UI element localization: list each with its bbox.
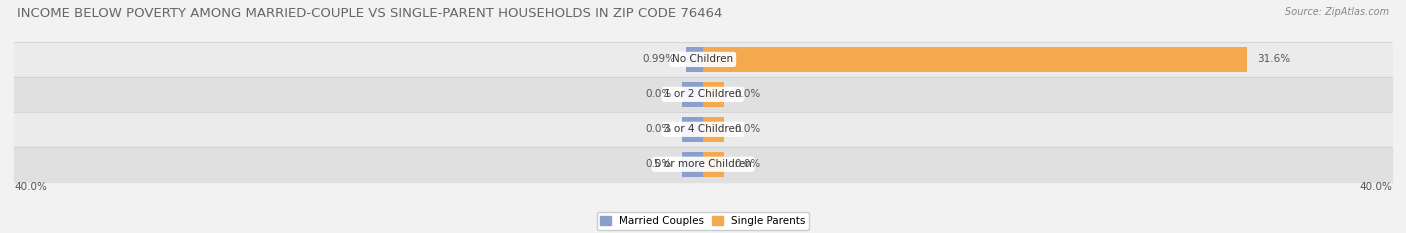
Bar: [682, 152, 703, 177]
Bar: [686, 47, 703, 72]
Text: 0.0%: 0.0%: [645, 124, 672, 134]
Bar: [703, 152, 724, 177]
Text: 40.0%: 40.0%: [1360, 182, 1392, 192]
Bar: [14, 147, 1392, 182]
Bar: [682, 117, 703, 142]
Bar: [703, 82, 724, 107]
Text: 0.0%: 0.0%: [734, 159, 761, 169]
Text: 0.99%: 0.99%: [643, 55, 676, 64]
Text: 0.0%: 0.0%: [645, 89, 672, 99]
Text: No Children: No Children: [672, 55, 734, 64]
Bar: [703, 117, 724, 142]
Bar: [14, 112, 1392, 147]
Text: 1 or 2 Children: 1 or 2 Children: [664, 89, 742, 99]
Text: 31.6%: 31.6%: [1257, 55, 1291, 64]
Bar: [682, 82, 703, 107]
Text: 0.0%: 0.0%: [645, 159, 672, 169]
Text: 0.0%: 0.0%: [734, 89, 761, 99]
Text: Source: ZipAtlas.com: Source: ZipAtlas.com: [1285, 7, 1389, 17]
Text: 40.0%: 40.0%: [14, 182, 46, 192]
Bar: [14, 77, 1392, 112]
Legend: Married Couples, Single Parents: Married Couples, Single Parents: [596, 212, 810, 230]
Bar: [703, 47, 1247, 72]
Text: 5 or more Children: 5 or more Children: [654, 159, 752, 169]
Text: INCOME BELOW POVERTY AMONG MARRIED-COUPLE VS SINGLE-PARENT HOUSEHOLDS IN ZIP COD: INCOME BELOW POVERTY AMONG MARRIED-COUPL…: [17, 7, 723, 20]
Text: 0.0%: 0.0%: [734, 124, 761, 134]
Text: 3 or 4 Children: 3 or 4 Children: [664, 124, 742, 134]
Bar: [14, 42, 1392, 77]
